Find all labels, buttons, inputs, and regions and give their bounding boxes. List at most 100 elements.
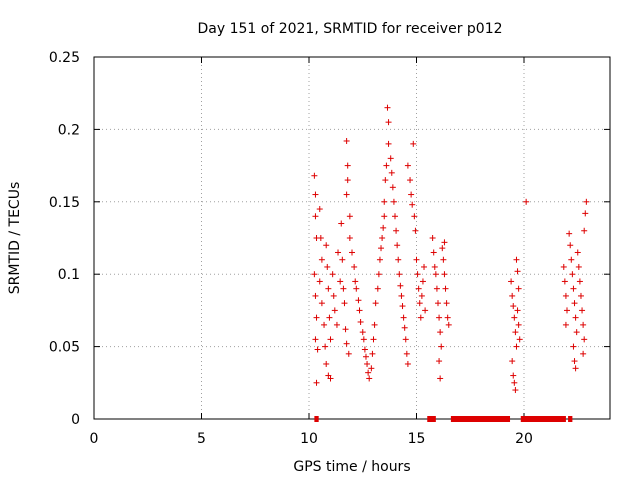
data-point xyxy=(440,256,447,263)
data-point xyxy=(388,169,395,176)
data-point xyxy=(514,307,521,314)
zero-value-bar xyxy=(314,416,319,422)
data-point xyxy=(515,321,522,328)
data-point xyxy=(431,263,438,270)
data-point xyxy=(404,162,411,169)
data-point xyxy=(562,292,569,299)
x-tick-label: 0 xyxy=(90,431,99,447)
data-point xyxy=(571,358,578,365)
data-point xyxy=(437,375,444,382)
data-point xyxy=(352,278,359,285)
grid-lines xyxy=(94,57,610,419)
data-point xyxy=(400,314,407,321)
chart-title: Day 151 of 2021, SRMTID for receiver p01… xyxy=(197,21,502,37)
data-point xyxy=(356,307,363,314)
data-point xyxy=(443,300,450,307)
x-tick-label: 10 xyxy=(300,431,318,447)
data-point xyxy=(436,358,443,365)
data-point xyxy=(439,245,446,252)
data-point xyxy=(581,227,588,234)
data-point xyxy=(437,329,444,336)
data-point xyxy=(560,263,567,270)
data-point xyxy=(583,198,590,205)
data-point xyxy=(381,198,388,205)
data-point xyxy=(313,379,320,386)
data-point xyxy=(325,285,332,292)
data-point xyxy=(346,235,353,241)
data-point xyxy=(312,336,319,343)
x-tick-label: 20 xyxy=(515,431,533,447)
data-point xyxy=(333,321,340,328)
data-point xyxy=(355,297,362,304)
data-point xyxy=(419,278,426,285)
data-point xyxy=(402,336,409,343)
data-point xyxy=(323,242,330,249)
data-point xyxy=(384,104,391,111)
data-point xyxy=(442,285,449,292)
data-point xyxy=(314,346,321,353)
data-point xyxy=(571,300,578,307)
data-point xyxy=(441,239,448,246)
data-point xyxy=(380,224,387,231)
data-point xyxy=(335,249,342,256)
data-point xyxy=(371,321,378,328)
data-point xyxy=(331,307,338,314)
data-point xyxy=(432,271,439,278)
data-points xyxy=(311,104,590,394)
data-point xyxy=(393,227,400,234)
data-point xyxy=(312,292,319,299)
data-point xyxy=(444,314,451,321)
data-point xyxy=(513,343,520,350)
data-point xyxy=(387,155,394,162)
data-point xyxy=(349,249,355,256)
data-point xyxy=(568,256,575,263)
data-point xyxy=(572,314,579,321)
data-point xyxy=(511,379,518,386)
data-point xyxy=(317,235,324,241)
data-point xyxy=(345,350,352,357)
data-point xyxy=(392,213,398,220)
data-point xyxy=(343,137,350,144)
data-point xyxy=(344,162,351,169)
data-point xyxy=(323,360,330,367)
data-point xyxy=(566,230,573,237)
data-point xyxy=(396,271,403,278)
data-point xyxy=(370,336,377,343)
data-point xyxy=(569,271,576,278)
data-point xyxy=(514,268,521,275)
data-point xyxy=(368,365,375,372)
data-point xyxy=(570,343,577,350)
data-point xyxy=(421,263,428,270)
data-point xyxy=(523,198,530,205)
data-point xyxy=(365,369,372,376)
x-axis-label: GPS time / hours xyxy=(293,459,410,475)
data-point xyxy=(361,346,368,353)
data-point xyxy=(375,271,382,278)
y-tick-label: 0.2 xyxy=(58,122,80,138)
data-point xyxy=(343,191,350,198)
zero-value-bars xyxy=(314,416,573,422)
data-point xyxy=(573,329,580,336)
data-point xyxy=(410,140,417,147)
data-point xyxy=(395,256,402,263)
x-tick-label: 15 xyxy=(408,431,426,447)
data-point xyxy=(357,318,364,325)
data-point xyxy=(411,213,418,220)
data-point xyxy=(422,307,429,314)
data-point xyxy=(327,336,334,343)
data-point xyxy=(436,314,443,321)
data-point xyxy=(582,210,589,217)
data-point xyxy=(316,206,323,213)
data-point xyxy=(512,329,519,336)
y-tick-label: 0.15 xyxy=(49,195,80,211)
data-point xyxy=(567,242,574,249)
data-point xyxy=(329,271,336,278)
data-point xyxy=(372,300,379,307)
data-point xyxy=(376,256,383,263)
data-point xyxy=(445,321,452,328)
data-point xyxy=(390,198,397,205)
data-point xyxy=(351,263,358,270)
data-point xyxy=(398,292,405,299)
zero-value-bar xyxy=(568,416,573,422)
data-point xyxy=(413,256,420,263)
